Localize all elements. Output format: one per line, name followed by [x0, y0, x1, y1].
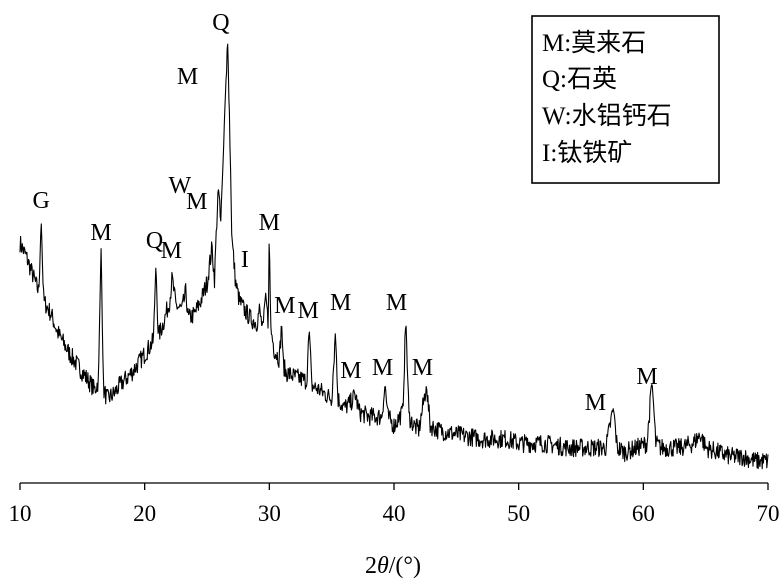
x-tick-label: 20	[133, 501, 156, 526]
x-tick-label: 70	[757, 501, 780, 526]
peak-label: W	[168, 173, 191, 199]
peak-label: Q	[212, 10, 229, 36]
legend-entry: Q:石英	[542, 65, 617, 93]
x-axis-ticks: 10 20 30 40 50 60 70	[9, 483, 780, 526]
peak-label: Q	[146, 228, 163, 254]
peak-label: M	[330, 290, 351, 316]
legend-box	[531, 15, 720, 184]
xrd-pattern-line	[19, 43, 769, 470]
x-tick-label: 50	[507, 501, 530, 526]
peak-label: M	[372, 355, 393, 381]
peak-label: M	[90, 220, 111, 246]
peak-label: M	[298, 298, 319, 324]
peak-label: G	[33, 188, 50, 214]
peak-label: M	[636, 364, 657, 390]
peak-label: M	[259, 210, 280, 236]
peak-label: M	[340, 358, 361, 384]
legend-entry: W:水铝钙石	[542, 102, 672, 130]
x-tick-label: 10	[9, 501, 32, 526]
peak-label: M	[177, 64, 198, 90]
legend-entry: M:莫来石	[542, 29, 646, 57]
legend-entry: I:钛铁矿	[542, 139, 632, 167]
peak-label: M	[161, 238, 182, 264]
peak-label: M	[412, 355, 433, 381]
x-tick-label: 30	[258, 501, 281, 526]
x-tick-label: 40	[383, 501, 406, 526]
peak-label: M	[585, 390, 606, 416]
legend: M:莫来石 Q:石英 W:水铝钙石 I:钛铁矿	[531, 15, 720, 184]
x-axis-label: 2θ/(°)	[365, 553, 421, 579]
x-tick-label: 60	[632, 501, 655, 526]
peak-label: I	[241, 247, 249, 273]
peak-label: M	[274, 293, 295, 319]
peak-label: M	[186, 189, 207, 215]
peak-label: M	[386, 290, 407, 316]
